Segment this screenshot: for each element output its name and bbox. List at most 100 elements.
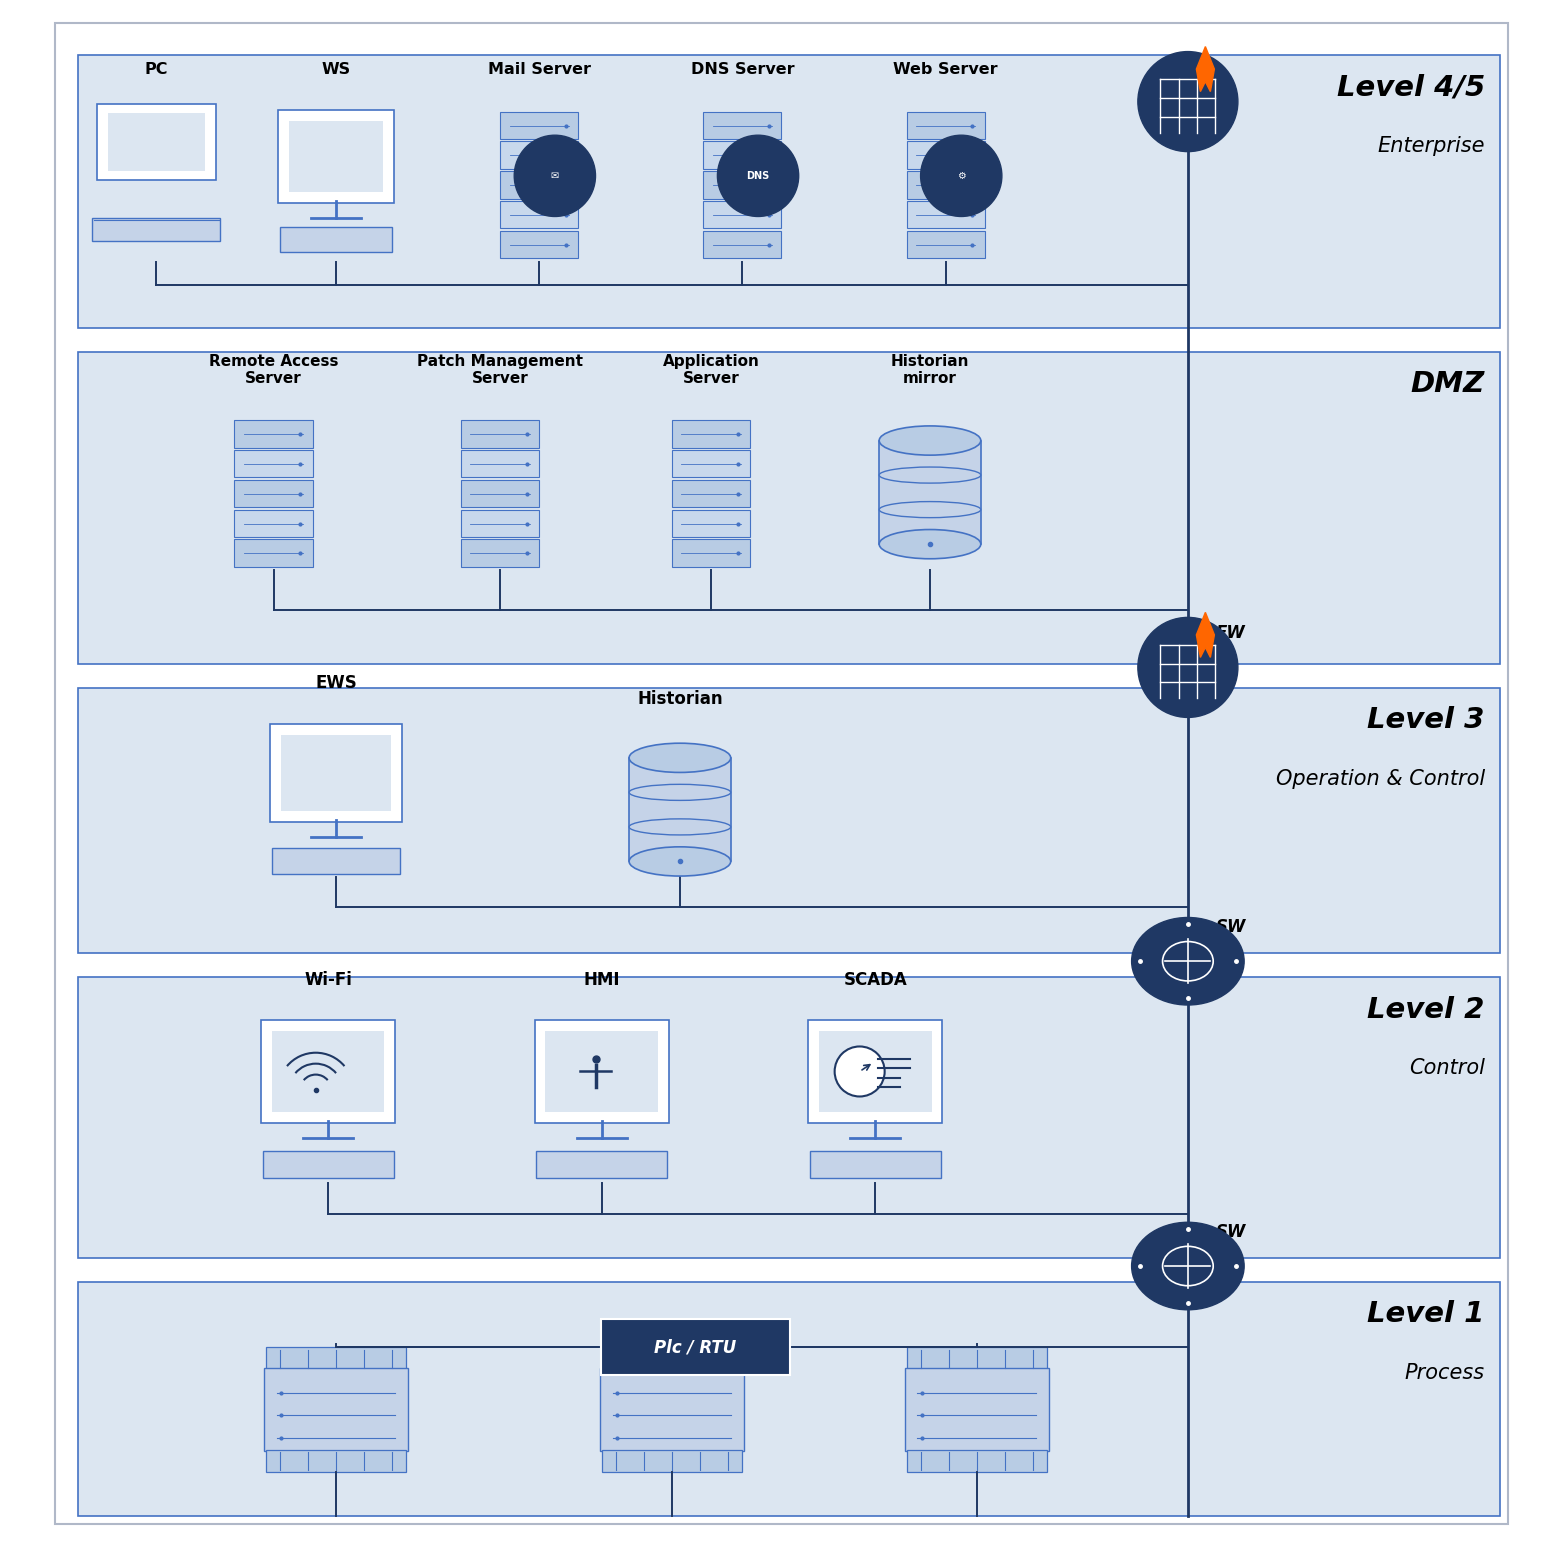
FancyBboxPatch shape <box>703 231 782 258</box>
FancyBboxPatch shape <box>234 450 313 478</box>
FancyBboxPatch shape <box>500 231 578 258</box>
Circle shape <box>1138 617 1238 717</box>
FancyBboxPatch shape <box>602 1450 742 1472</box>
FancyBboxPatch shape <box>535 1021 669 1122</box>
Text: Web Server: Web Server <box>894 63 997 77</box>
FancyBboxPatch shape <box>819 1032 932 1111</box>
Circle shape <box>921 136 1002 216</box>
FancyBboxPatch shape <box>672 539 750 567</box>
FancyBboxPatch shape <box>672 420 750 449</box>
FancyBboxPatch shape <box>461 510 539 538</box>
Ellipse shape <box>1132 917 1244 1005</box>
FancyBboxPatch shape <box>672 450 750 478</box>
Circle shape <box>835 1047 885 1097</box>
FancyBboxPatch shape <box>907 231 985 258</box>
Text: SW: SW <box>1216 917 1246 936</box>
Text: Remote Access
Server: Remote Access Server <box>209 353 338 386</box>
FancyBboxPatch shape <box>234 420 313 449</box>
Circle shape <box>717 136 799 216</box>
Circle shape <box>514 136 596 216</box>
FancyBboxPatch shape <box>907 142 985 169</box>
Text: HMI: HMI <box>583 971 621 989</box>
FancyBboxPatch shape <box>600 1319 791 1375</box>
Text: SCADA: SCADA <box>844 971 907 989</box>
Text: ✉: ✉ <box>550 170 560 181</box>
FancyBboxPatch shape <box>907 1347 1047 1369</box>
FancyBboxPatch shape <box>703 172 782 199</box>
FancyBboxPatch shape <box>672 480 750 508</box>
Ellipse shape <box>628 847 730 875</box>
FancyBboxPatch shape <box>261 1021 395 1122</box>
Ellipse shape <box>1132 1222 1244 1310</box>
FancyBboxPatch shape <box>703 113 782 139</box>
FancyBboxPatch shape <box>97 105 216 180</box>
FancyBboxPatch shape <box>108 114 205 170</box>
Text: DNS: DNS <box>747 170 769 181</box>
FancyBboxPatch shape <box>264 1368 408 1452</box>
FancyBboxPatch shape <box>281 735 391 811</box>
FancyBboxPatch shape <box>234 539 313 567</box>
FancyBboxPatch shape <box>263 1150 394 1179</box>
Text: WS: WS <box>322 63 350 77</box>
FancyBboxPatch shape <box>500 172 578 199</box>
Text: Historian
mirror: Historian mirror <box>891 353 969 386</box>
FancyBboxPatch shape <box>461 420 539 449</box>
Text: SW: SW <box>1216 1222 1246 1241</box>
FancyBboxPatch shape <box>628 758 730 861</box>
FancyBboxPatch shape <box>907 1450 1047 1472</box>
FancyBboxPatch shape <box>461 450 539 478</box>
Text: Plc / RTU: Plc / RTU <box>655 1338 736 1357</box>
FancyBboxPatch shape <box>600 1368 744 1452</box>
FancyBboxPatch shape <box>672 510 750 538</box>
FancyBboxPatch shape <box>92 219 220 242</box>
Text: Process: Process <box>1405 1363 1485 1383</box>
Text: Level 2: Level 2 <box>1368 996 1485 1024</box>
Text: DMZ: DMZ <box>1410 370 1485 399</box>
Circle shape <box>1138 52 1238 152</box>
FancyBboxPatch shape <box>461 480 539 508</box>
FancyBboxPatch shape <box>703 142 782 169</box>
FancyBboxPatch shape <box>78 1282 1500 1516</box>
FancyBboxPatch shape <box>266 1347 406 1369</box>
FancyBboxPatch shape <box>500 202 578 228</box>
FancyBboxPatch shape <box>266 1450 406 1472</box>
FancyBboxPatch shape <box>461 539 539 567</box>
FancyBboxPatch shape <box>905 1368 1049 1452</box>
FancyBboxPatch shape <box>270 724 402 822</box>
Polygon shape <box>1196 613 1214 658</box>
Text: Mail Server: Mail Server <box>488 63 591 77</box>
Text: Control: Control <box>1408 1058 1485 1078</box>
FancyBboxPatch shape <box>878 441 982 544</box>
Text: Operation & Control: Operation & Control <box>1275 769 1485 789</box>
FancyBboxPatch shape <box>500 142 578 169</box>
FancyBboxPatch shape <box>278 109 394 203</box>
Text: Historian: Historian <box>638 689 722 708</box>
Text: Level 4/5: Level 4/5 <box>1336 73 1485 102</box>
Text: Patch Management
Server: Patch Management Server <box>417 353 583 386</box>
Ellipse shape <box>878 427 982 455</box>
FancyBboxPatch shape <box>810 1150 941 1179</box>
Text: DNS Server: DNS Server <box>691 63 794 77</box>
FancyBboxPatch shape <box>272 1032 384 1111</box>
Polygon shape <box>1196 47 1214 92</box>
Text: EWS: EWS <box>316 674 356 692</box>
FancyBboxPatch shape <box>289 120 383 192</box>
Text: PC: PC <box>144 63 169 77</box>
Ellipse shape <box>628 742 730 772</box>
FancyBboxPatch shape <box>500 113 578 139</box>
Text: Level 1: Level 1 <box>1368 1300 1485 1329</box>
FancyBboxPatch shape <box>280 227 392 252</box>
Text: Level 3: Level 3 <box>1368 706 1485 735</box>
FancyBboxPatch shape <box>234 510 313 538</box>
FancyBboxPatch shape <box>545 1032 658 1111</box>
Ellipse shape <box>878 530 982 560</box>
FancyBboxPatch shape <box>55 23 1508 1524</box>
Text: Enterprise: Enterprise <box>1377 136 1485 156</box>
FancyBboxPatch shape <box>78 688 1500 953</box>
FancyBboxPatch shape <box>272 849 400 874</box>
FancyBboxPatch shape <box>703 202 782 228</box>
FancyBboxPatch shape <box>907 113 985 139</box>
FancyBboxPatch shape <box>907 202 985 228</box>
FancyBboxPatch shape <box>78 352 1500 664</box>
FancyBboxPatch shape <box>78 55 1500 328</box>
